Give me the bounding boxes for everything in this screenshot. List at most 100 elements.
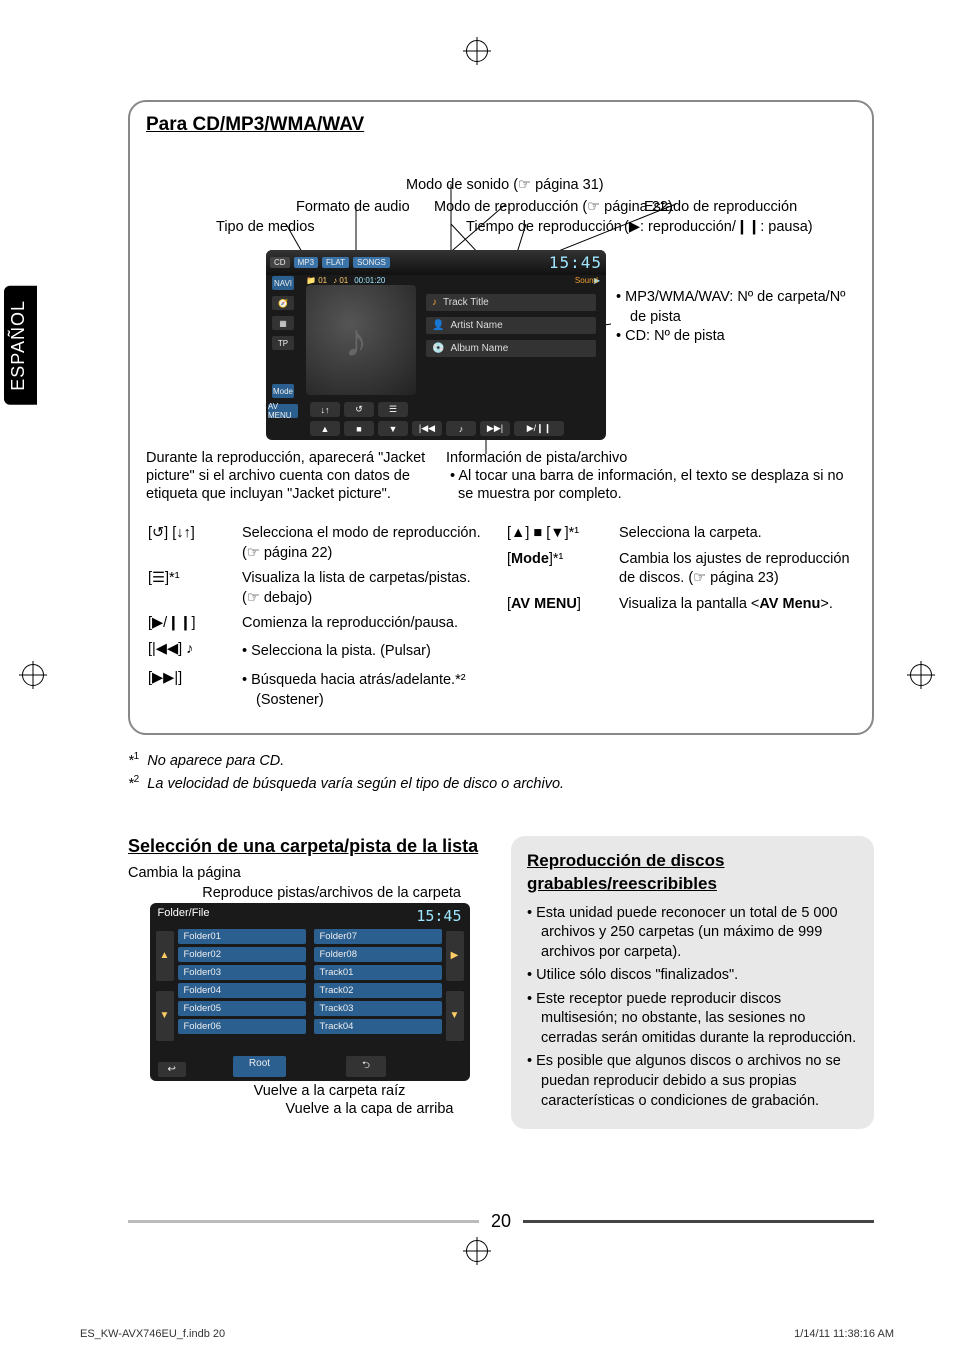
controls-table-right: [▲] ■ [▼]*¹ Selecciona la carpeta. [Mode…: [505, 520, 856, 618]
screen-left-icons: NAVI 🧭 ▦ TP Mode AV MENU: [266, 272, 300, 418]
up-button: ⮌: [346, 1056, 386, 1077]
screen-top-bar: CD MP3 FLAT SONGS 15:45: [266, 250, 606, 275]
print-footer: ES_KW-AVX746EU_f.indb 20 1/14/11 11:38:1…: [80, 1328, 894, 1340]
audio-format-badge: MP3: [294, 257, 318, 268]
track-info-bars: ♪Track Title 👤Artist Name 💿Album Name: [426, 294, 596, 357]
ctrl-playpause-desc: Comienza la reproducción/pausa.: [242, 612, 495, 636]
ctrl-folder-nav-desc: Selecciona la carpeta.: [619, 522, 854, 546]
rec-item: Utilice sólo discos "finalizados".: [527, 966, 858, 986]
recordable-title: Reproducción de discos grabables/reescri…: [527, 850, 858, 896]
album-name-bar: 💿Album Name: [426, 340, 596, 357]
lower-columns: Selección de una carpeta/pista de la lis…: [128, 836, 874, 1130]
device-screen-mock: CD MP3 FLAT SONGS 15:45 📁 01 ♪ 01 00:01:…: [266, 250, 606, 440]
rec-item: Es posible que algunos discos o archivos…: [527, 1052, 858, 1111]
note-mp3: MP3/WMA/WAV: Nº de carpeta/Nº de pista: [616, 288, 846, 327]
page-content: ESPAÑOL Para CD/MP3/WMA/WAV Modo de soni…: [80, 100, 874, 1260]
controls-table-left: [↺] [↓↑] Selecciona el modo de reproducc…: [146, 520, 497, 717]
screen-diagram: Modo de sonido (☞ página 31) Formato de …: [146, 144, 856, 494]
list-item: Track01: [314, 965, 442, 980]
ctrl-prev-sub: Selecciona la pista. (Pulsar): [242, 642, 491, 662]
tp-icon: TP: [272, 336, 294, 350]
play-pause-icon: ▶/❙❙: [514, 421, 564, 436]
callout-modo-reprod: Modo de reproducción (☞ página 22): [434, 198, 673, 216]
play-up-icon: ▶: [446, 931, 464, 981]
ctrl-repeat-shuffle: [↺] [↓↑]: [148, 522, 240, 565]
page-bar-right: [523, 1220, 874, 1223]
elapsed-time: 00:01:20: [354, 276, 385, 285]
right-side-notes: MP3/WMA/WAV: Nº de carpeta/Nº de pista C…: [616, 288, 846, 347]
folder-number: 01: [318, 276, 327, 285]
folder-clock: 15:45: [416, 907, 461, 925]
callout-estado-detail: (▶: reproducción/❙❙: pausa): [624, 218, 813, 236]
footnote-1: *1 No aparece para CD.: [128, 749, 874, 773]
mode-button: Mode: [272, 384, 294, 398]
list-item: Track02: [314, 983, 442, 998]
play-down-icon: ▼: [446, 991, 464, 1041]
ctrl-list: [☰]*¹: [148, 567, 240, 610]
controls-reference: [↺] [↓↑] Selecciona el modo de reproducc…: [146, 520, 856, 717]
note-icon: ♪: [446, 421, 476, 436]
list-item: Folder06: [178, 1019, 306, 1034]
ctrl-playpause: [▶/❙❙]: [148, 612, 240, 636]
footnote-2: *2 La velocidad de búsqueda varía según …: [128, 772, 874, 796]
rec-item: Esta unidad puede reconocer un total de …: [527, 904, 858, 963]
callout-modo-sonido: Modo de sonido (☞ página 31): [406, 176, 604, 194]
ctrl-next-sub: Búsqueda hacia atrás/adelante.*² (Sosten…: [242, 671, 491, 710]
folder-list-screen: Folder/File 15:45 ▲ ▼ ▶ ▼ Folder01 Folde…: [150, 903, 470, 1081]
caption-up: Vuelve a la capa de arriba: [248, 1101, 491, 1117]
grid-icon: ▦: [272, 316, 294, 330]
callout-formato-audio: Formato de audio: [296, 198, 410, 216]
track-number: 01: [339, 276, 348, 285]
prev-track-icon: |◀◀: [412, 421, 442, 436]
footer-timestamp: 1/14/11 11:38:16 AM: [794, 1328, 894, 1340]
folder-header: Folder/File: [158, 907, 210, 925]
ctrl-avmenu-desc: Visualiza la pantalla <AV Menu>.: [619, 593, 854, 617]
shuffle-icon: ↓↑: [310, 402, 340, 417]
clock-display: 15:45: [549, 253, 602, 272]
list-item: Folder03: [178, 965, 306, 980]
callout-estado-reprod: Estado de reproducción: [644, 198, 797, 216]
repeat-icon: ↺: [344, 402, 374, 417]
registration-mark-right: [910, 664, 932, 686]
sound-mode-badge: FLAT: [322, 257, 349, 268]
list-item: Folder08: [314, 947, 442, 962]
page-up-icon: ▲: [156, 931, 174, 981]
recordable-discs-column: Reproducción de discos grabables/reescri…: [511, 836, 874, 1130]
language-tab: ESPAÑOL: [4, 286, 37, 405]
list-item: Track03: [314, 1001, 442, 1016]
folder-col-right: Folder07 Folder08 Track01 Track02 Track0…: [314, 929, 442, 1034]
footer-filename: ES_KW-AVX746EU_f.indb 20: [80, 1328, 225, 1340]
ctrl-prev: [|◀◀] ♪: [148, 638, 240, 666]
artist-name-bar: 👤Artist Name: [426, 317, 596, 334]
folder-up-icon: ▲: [310, 421, 340, 436]
list-item: Track04: [314, 1019, 442, 1034]
ctrl-list-desc: Visualiza la lista de carpetas/pistas. (…: [242, 567, 495, 610]
note-cd: CD: Nº de pista: [616, 327, 846, 347]
ctrl-next: [▶▶|]: [148, 667, 240, 714]
list-item: Folder05: [178, 1001, 306, 1016]
list-item: Folder07: [314, 929, 442, 944]
page-number: 20: [479, 1211, 523, 1232]
info-pista-callout: Información de pista/archivo • Al tocar …: [446, 449, 846, 503]
registration-mark-top: [466, 40, 488, 62]
folder-col-left: Folder01 Folder02 Folder03 Folder04 Fold…: [178, 929, 306, 1034]
folder-down-icon: ▼: [378, 421, 408, 436]
root-button: Root: [233, 1056, 286, 1077]
playback-mode-badge: SONGS: [353, 257, 390, 268]
caption-reproduce: Reproduce pistas/archivos de la carpeta: [128, 885, 461, 901]
list-item: Folder01: [178, 929, 306, 944]
ctrl-mode-desc: Cambia los ajustes de reproducción de di…: [619, 548, 854, 591]
folder-play-right: ▶ ▼: [446, 931, 464, 1041]
folder-selection-column: Selección de una carpeta/pista de la lis…: [128, 836, 491, 1130]
ctrl-repeat-shuffle-desc: Selecciona el modo de reproducción. (☞ p…: [242, 522, 495, 565]
list-item: Folder02: [178, 947, 306, 962]
caption-root: Vuelve a la carpeta raíz: [168, 1083, 491, 1099]
ctrl-folder-nav: [▲] ■ [▼]*¹: [507, 522, 617, 546]
compass-icon: 🧭: [272, 296, 294, 310]
ctrl-mode: [Mode]*¹: [507, 548, 617, 591]
recordable-box: Reproducción de discos grabables/reescri…: [511, 836, 874, 1130]
list-icon: ☰: [378, 402, 408, 417]
rec-item: Este receptor puede reproducir discos mu…: [527, 990, 858, 1049]
page-down-icon: ▼: [156, 991, 174, 1041]
main-instruction-box: Para CD/MP3/WMA/WAV Modo de sonido (☞ pá…: [128, 100, 874, 735]
